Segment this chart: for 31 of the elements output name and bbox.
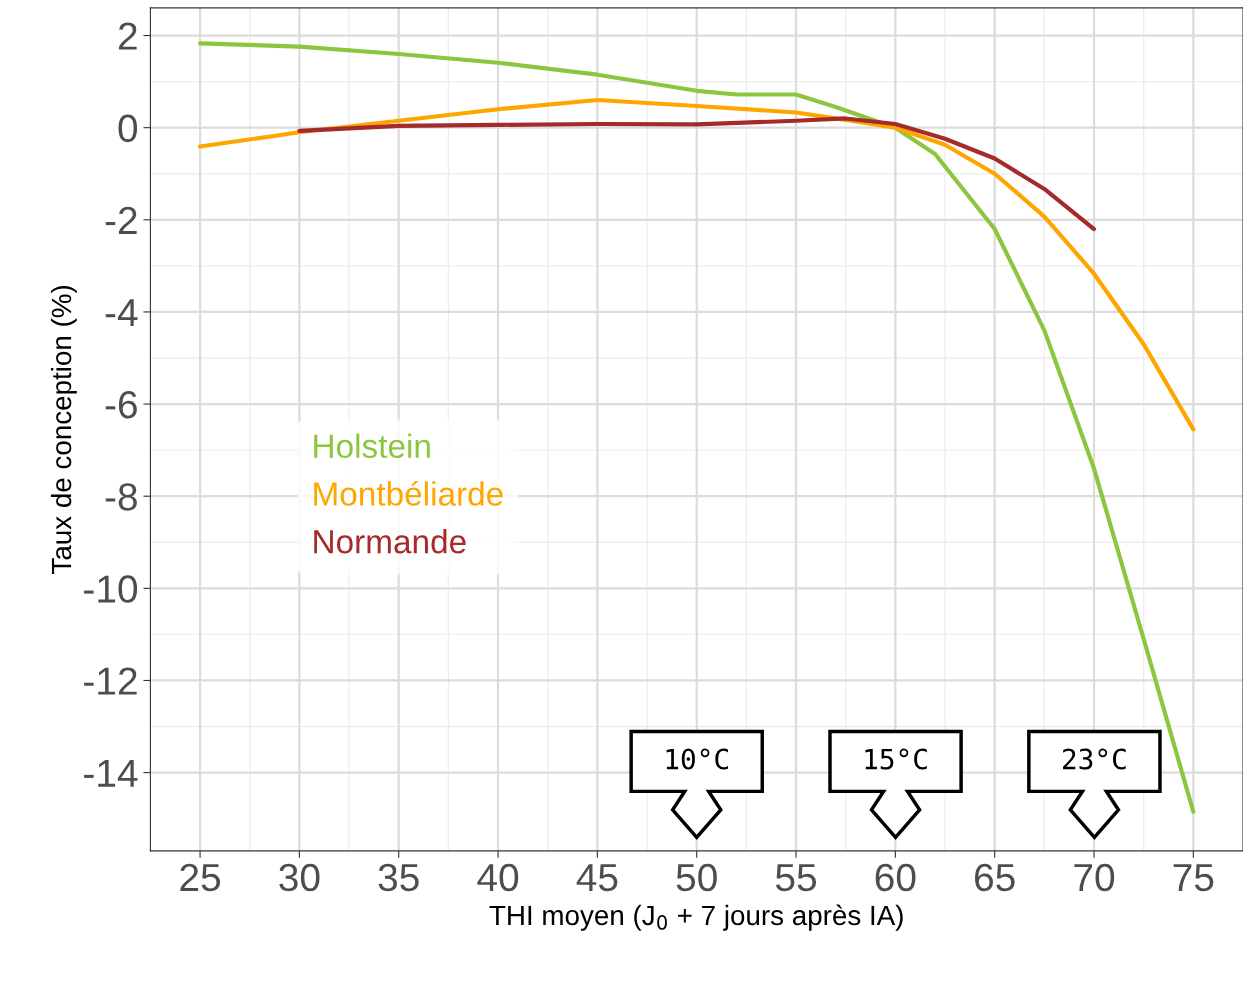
line-series (197, 41, 1196, 814)
x-tick-label: 25 (180, 863, 221, 892)
y-tick-label: -6 (105, 391, 137, 419)
x-tick-label: 35 (378, 863, 419, 892)
y-tick-label: 0 (118, 114, 138, 143)
line-series (297, 116, 1097, 232)
text: Holstein (314, 433, 430, 459)
annotation: 15°C (865, 748, 927, 770)
y-tick-label: -4 (105, 299, 138, 327)
annotation: 10°C (666, 748, 728, 770)
y-tick-label: -8 (105, 483, 137, 511)
y-axis-title: Taux de conception (%) (50, 285, 77, 574)
x-tick-label: 65 (975, 863, 1015, 892)
annotation: 23°C (1063, 748, 1126, 770)
x-tick-label: 60 (875, 863, 916, 892)
x-tick-label: 70 (1074, 863, 1115, 892)
y-tick-label: 2 (118, 22, 137, 50)
text: Normande (314, 529, 466, 554)
x-tick-label: 75 (1173, 864, 1214, 892)
x-tick-label: 55 (775, 864, 817, 892)
y-tick-label: -10 (84, 575, 138, 603)
y-tick-label: -2 (105, 206, 137, 234)
y-tick-label: -12 (84, 667, 137, 695)
x-tick-label: 40 (477, 863, 519, 892)
x-tick-label: 50 (676, 863, 717, 892)
x-tick-label: 30 (279, 863, 320, 892)
y-tick-label: -14 (84, 759, 138, 787)
line-series (197, 97, 1196, 432)
x-tick-label: 45 (576, 864, 618, 892)
x-axis-title: THI moyen (J$_{0}$ + 7 jours après IA) (489, 904, 903, 931)
text: Montbéliarde (314, 480, 503, 506)
